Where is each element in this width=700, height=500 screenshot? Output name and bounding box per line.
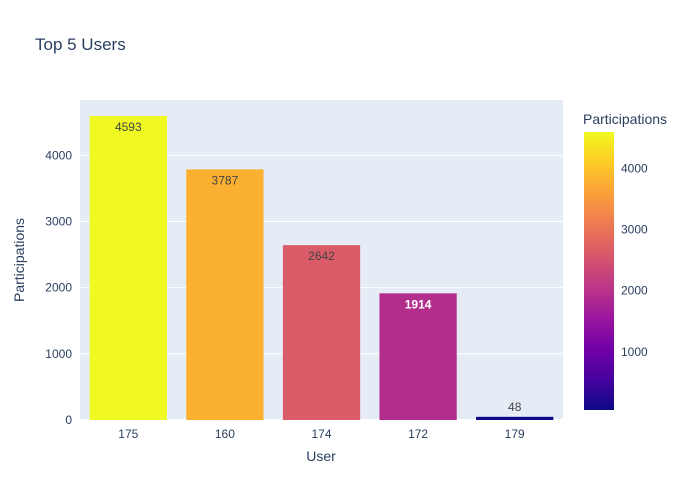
y-tick-label: 4000: [45, 148, 72, 162]
x-tick-label: 172: [408, 427, 428, 441]
y-tick-labels: 0 1000 2000 3000 4000: [45, 148, 72, 427]
bar-value-label: 48: [508, 400, 522, 414]
bars: [89, 116, 554, 421]
colorbar-gradient: [584, 132, 614, 410]
y-tick-label: 2000: [45, 281, 72, 295]
bar[interactable]: [282, 245, 361, 420]
colorbar-title: Participations: [583, 111, 667, 127]
bar[interactable]: [89, 116, 167, 421]
bar-value-label: 1914: [405, 297, 432, 311]
x-tick-label: 179: [505, 427, 525, 441]
x-tick-label: 175: [118, 427, 138, 441]
y-axis-title: Participations: [11, 218, 27, 302]
y-tick-label: 3000: [45, 214, 72, 228]
bar[interactable]: [379, 293, 457, 420]
x-tick-label: 160: [215, 427, 235, 441]
x-tick-labels: 175 160 174 172 179: [118, 427, 525, 441]
bar-value-label: 2642: [308, 249, 335, 263]
bar-value-label: 4593: [115, 120, 142, 134]
colorbar-tick-label: 1000: [621, 345, 648, 359]
colorbar-tick-label: 2000: [621, 284, 648, 298]
bar[interactable]: [186, 169, 264, 420]
x-tick-label: 174: [311, 427, 331, 441]
y-tick-label: 0: [65, 413, 72, 427]
colorbar-tick-label: 4000: [621, 161, 648, 175]
bar-value-labels: 4593 3787 2642 1914 48: [115, 120, 522, 414]
bar-value-label: 3787: [212, 173, 239, 187]
chart-title: Top 5 Users: [35, 35, 126, 54]
x-axis-title: User: [306, 448, 336, 464]
colorbar: Participations 1000 2000 3000 4000: [583, 111, 667, 410]
bar[interactable]: [476, 416, 554, 420]
y-tick-label: 1000: [45, 347, 72, 361]
colorbar-ticks: 1000 2000 3000 4000: [621, 161, 648, 358]
colorbar-tick-label: 3000: [621, 222, 648, 236]
